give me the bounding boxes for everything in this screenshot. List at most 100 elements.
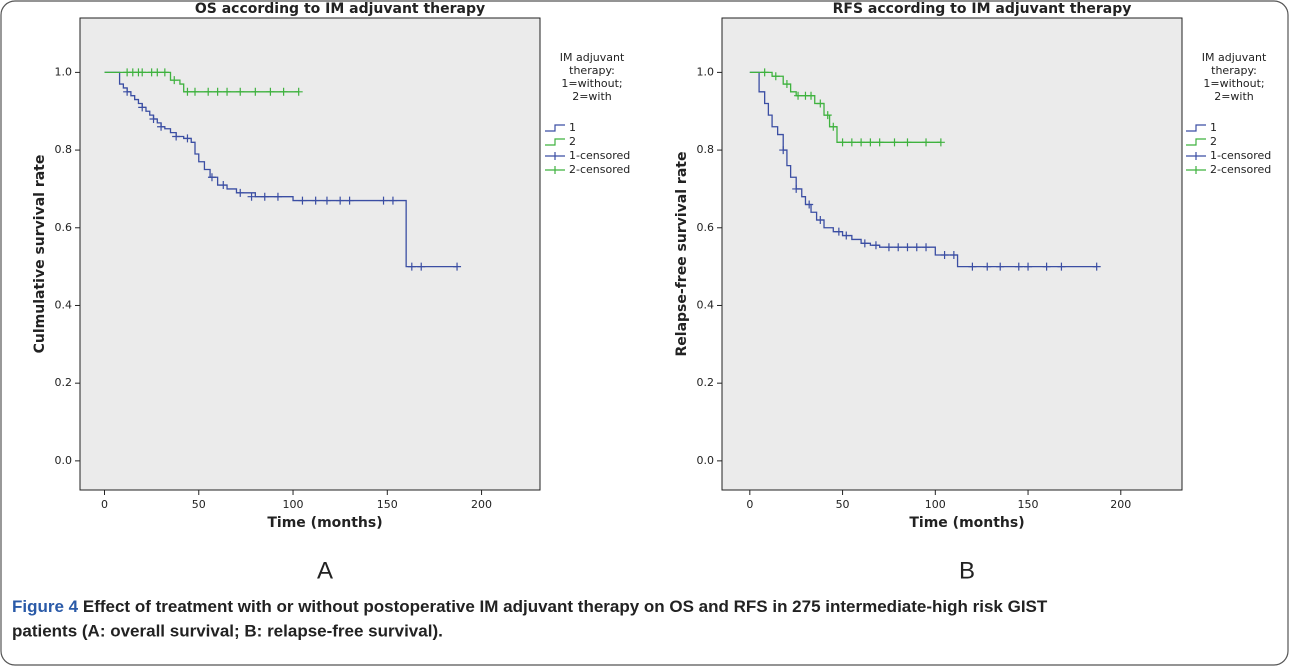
- censor-mark: [857, 138, 866, 147]
- legend-swatch: [1186, 166, 1206, 174]
- legend-swatch: [545, 124, 565, 132]
- x-tick-label: 100: [925, 498, 946, 511]
- censor-mark: [388, 196, 397, 205]
- legend-label: 2-censored: [569, 163, 630, 176]
- x-tick-label: 50: [192, 498, 206, 511]
- x-axis-label: Time (months): [267, 515, 382, 531]
- legend-swatch: [1186, 152, 1206, 160]
- censor-mark: [260, 192, 269, 201]
- legend-label: 2-censored: [1210, 163, 1271, 176]
- censor-mark: [875, 138, 884, 147]
- censor-mark: [912, 243, 921, 252]
- caption: Figure 4 Effect of treatment with or wit…: [12, 597, 1048, 616]
- chart: RFS according to IM adjuvant therapy 0.0 0…: [674, 1, 1271, 584]
- censor-mark: [138, 68, 147, 77]
- censor-mark: [760, 68, 769, 77]
- legend-swatch: [545, 138, 565, 146]
- censor-mark: [236, 87, 245, 96]
- censor-mark: [236, 188, 245, 197]
- x-tick-label: 100: [283, 498, 304, 511]
- censor-mark: [922, 243, 931, 252]
- censor-mark: [866, 138, 875, 147]
- censor-mark: [322, 196, 331, 205]
- censor-mark: [834, 227, 843, 236]
- y-tick-label: 0.0: [697, 454, 715, 467]
- censor-mark: [807, 91, 816, 100]
- censor-mark: [273, 192, 282, 201]
- censor-mark: [940, 250, 949, 259]
- legend-title: IM adjuvant: [560, 51, 625, 64]
- censor-mark: [842, 231, 851, 240]
- censor-mark: [170, 76, 179, 85]
- censor-mark: [871, 241, 880, 250]
- censor-mark: [860, 239, 869, 248]
- legend-label: 1-censored: [1210, 149, 1271, 162]
- x-tick-label: 150: [1018, 498, 1039, 511]
- y-tick-label: 0.4: [55, 298, 73, 311]
- censor-mark: [1057, 262, 1066, 271]
- y-axis-label: Culmulative survival rate: [32, 155, 48, 354]
- legend-swatch: [1186, 124, 1206, 132]
- censor-mark: [936, 138, 945, 147]
- censor-mark: [894, 243, 903, 252]
- censor-mark: [890, 138, 899, 147]
- censor-mark: [183, 87, 192, 96]
- y-tick-label: 0.2: [697, 376, 715, 389]
- x-tick-label: 0: [101, 498, 108, 511]
- legend-swatch: [545, 166, 565, 174]
- y-tick-label: 0.6: [55, 221, 73, 234]
- censor-mark: [153, 68, 162, 77]
- legend-label: 1-censored: [569, 149, 630, 162]
- censor-mark: [407, 262, 416, 271]
- censor-mark: [417, 262, 426, 271]
- y-tick-label: 1.0: [55, 65, 73, 78]
- censor-mark: [949, 250, 958, 259]
- censor-mark: [1024, 262, 1033, 271]
- survival-line: [104, 71, 299, 93]
- censor-mark: [336, 196, 345, 205]
- legend-title: 2=with: [572, 90, 612, 103]
- censor-mark: [204, 87, 213, 96]
- x-axis-label: Time (months): [909, 515, 1024, 531]
- censor-mark: [157, 122, 166, 131]
- censor-mark: [903, 138, 912, 147]
- survival-line: [104, 71, 458, 268]
- x-tick-label: 200: [1110, 498, 1131, 511]
- y-axis-label: Relapse-free survival rate: [674, 152, 690, 357]
- x-tick-label: 150: [377, 498, 398, 511]
- censor-mark: [829, 122, 838, 131]
- censor-mark: [823, 111, 832, 120]
- censor-mark: [771, 72, 780, 81]
- panel-label: A: [317, 557, 333, 584]
- y-tick-label: 0.6: [697, 221, 715, 234]
- legend-title: therapy:: [1211, 64, 1257, 77]
- legend-title: 2=with: [1214, 90, 1254, 103]
- y-tick-label: 0.8: [697, 143, 715, 156]
- censor-mark: [779, 146, 788, 155]
- chart-title: OS according to IM adjuvant therapy: [195, 1, 485, 17]
- censor-mark: [266, 87, 275, 96]
- panel-label: B: [959, 557, 975, 584]
- legend-label: 1: [569, 121, 576, 134]
- censor-mark: [138, 103, 147, 112]
- censor-mark: [311, 196, 320, 205]
- censor-mark: [996, 262, 1005, 271]
- censor-mark: [922, 138, 931, 147]
- legend-title: 1=without;: [1203, 77, 1264, 90]
- legend-label: 2: [569, 135, 576, 148]
- censor-mark: [884, 243, 893, 252]
- y-tick-label: 0.2: [55, 376, 73, 389]
- legend-title: 1=without;: [561, 77, 622, 90]
- chart: OS according to IM adjuvant therapy 0.0 0.…: [32, 1, 630, 584]
- censor-mark: [847, 138, 856, 147]
- chart-title: RFS according to IM adjuvant therapy: [833, 1, 1132, 17]
- x-tick-label: 50: [836, 498, 850, 511]
- censor-mark: [453, 262, 462, 271]
- legend-title: therapy:: [569, 64, 615, 77]
- legend-label: 2: [1210, 135, 1217, 148]
- plot-area: [721, 17, 1183, 491]
- censor-mark: [294, 87, 303, 96]
- censor-mark: [794, 91, 803, 100]
- censor-mark: [298, 196, 307, 205]
- censor-mark: [160, 68, 169, 77]
